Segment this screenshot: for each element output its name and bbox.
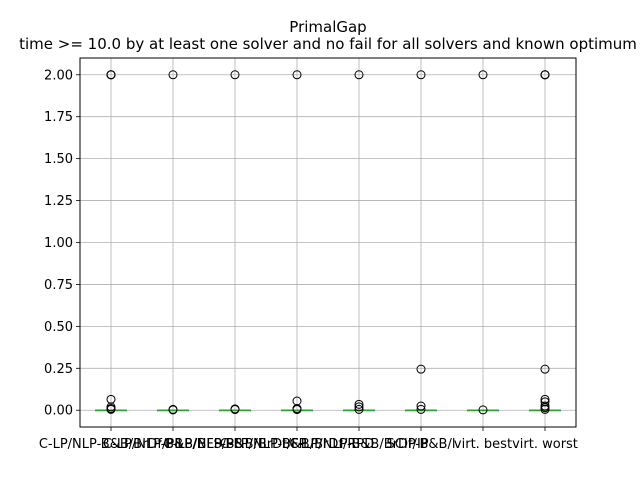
flier-point: [292, 405, 302, 415]
flier-point: [106, 70, 116, 80]
flier-point: [416, 401, 426, 411]
y-tick-label: 1.25: [44, 194, 73, 209]
x-tick-label: C-LP/NLP-B&B/BFS/PB: [103, 437, 243, 452]
flier-point: [416, 70, 426, 80]
flier-point: [540, 70, 550, 80]
box-layer: [95, 409, 561, 412]
flier-point: [168, 70, 178, 80]
y-tick-label: 2.00: [44, 68, 73, 83]
x-tick-label: C-LP/NLP-B&B/BrDf/PB: [39, 437, 183, 452]
x-tick-label: virt. best: [454, 437, 512, 452]
x-tick-label: SCIP-B&B/l: [387, 437, 456, 452]
flier-point: [230, 70, 240, 80]
chart-title: PrimalGap: [289, 18, 366, 36]
x-tick-label: C-LP/NLP-B&B/BrDf/RPD: [220, 437, 374, 452]
y-tick-label: 1.75: [44, 110, 73, 125]
axis-layer: 0.00 0.25 0.50 0.75 1.00 1.25 1.50 1.75 2.00 C-LP…: [39, 68, 578, 452]
flier-point: [354, 70, 364, 80]
flier-point: [106, 404, 116, 414]
y-tick-label: 0.25: [44, 362, 73, 377]
flier-point: [354, 404, 364, 414]
flier-point: [354, 402, 364, 412]
y-tick-label: 0.50: [44, 320, 73, 335]
grid-layer: [80, 58, 576, 427]
x-tick-label: C-LP/NLP-B&B/BrDf/FP: [164, 437, 307, 452]
flier-point: [292, 70, 302, 80]
flier-point: [416, 404, 426, 414]
flier-layer: [106, 70, 550, 415]
flier-point: [416, 364, 426, 374]
y-tick-label: 1.00: [44, 236, 73, 251]
flier-point: [478, 405, 488, 415]
y-tick-label: 1.50: [44, 152, 73, 167]
x-tick-label: C-LP/NLP-B&B/BrDf/IP: [289, 437, 428, 452]
flier-point: [540, 364, 550, 374]
flier-point: [354, 399, 364, 409]
x-tick-label: virt. worst: [512, 437, 578, 452]
flier-point: [540, 404, 550, 414]
y-tick-label: 0.75: [44, 278, 73, 293]
y-tick-label: 0.00: [44, 404, 73, 419]
plot-frame: [79, 57, 577, 428]
flier-point: [168, 405, 178, 415]
flier-point: [230, 405, 240, 415]
flier-point: [478, 70, 488, 80]
chart-subtitle: time >= 10.0 by at least one solver and …: [19, 35, 637, 53]
